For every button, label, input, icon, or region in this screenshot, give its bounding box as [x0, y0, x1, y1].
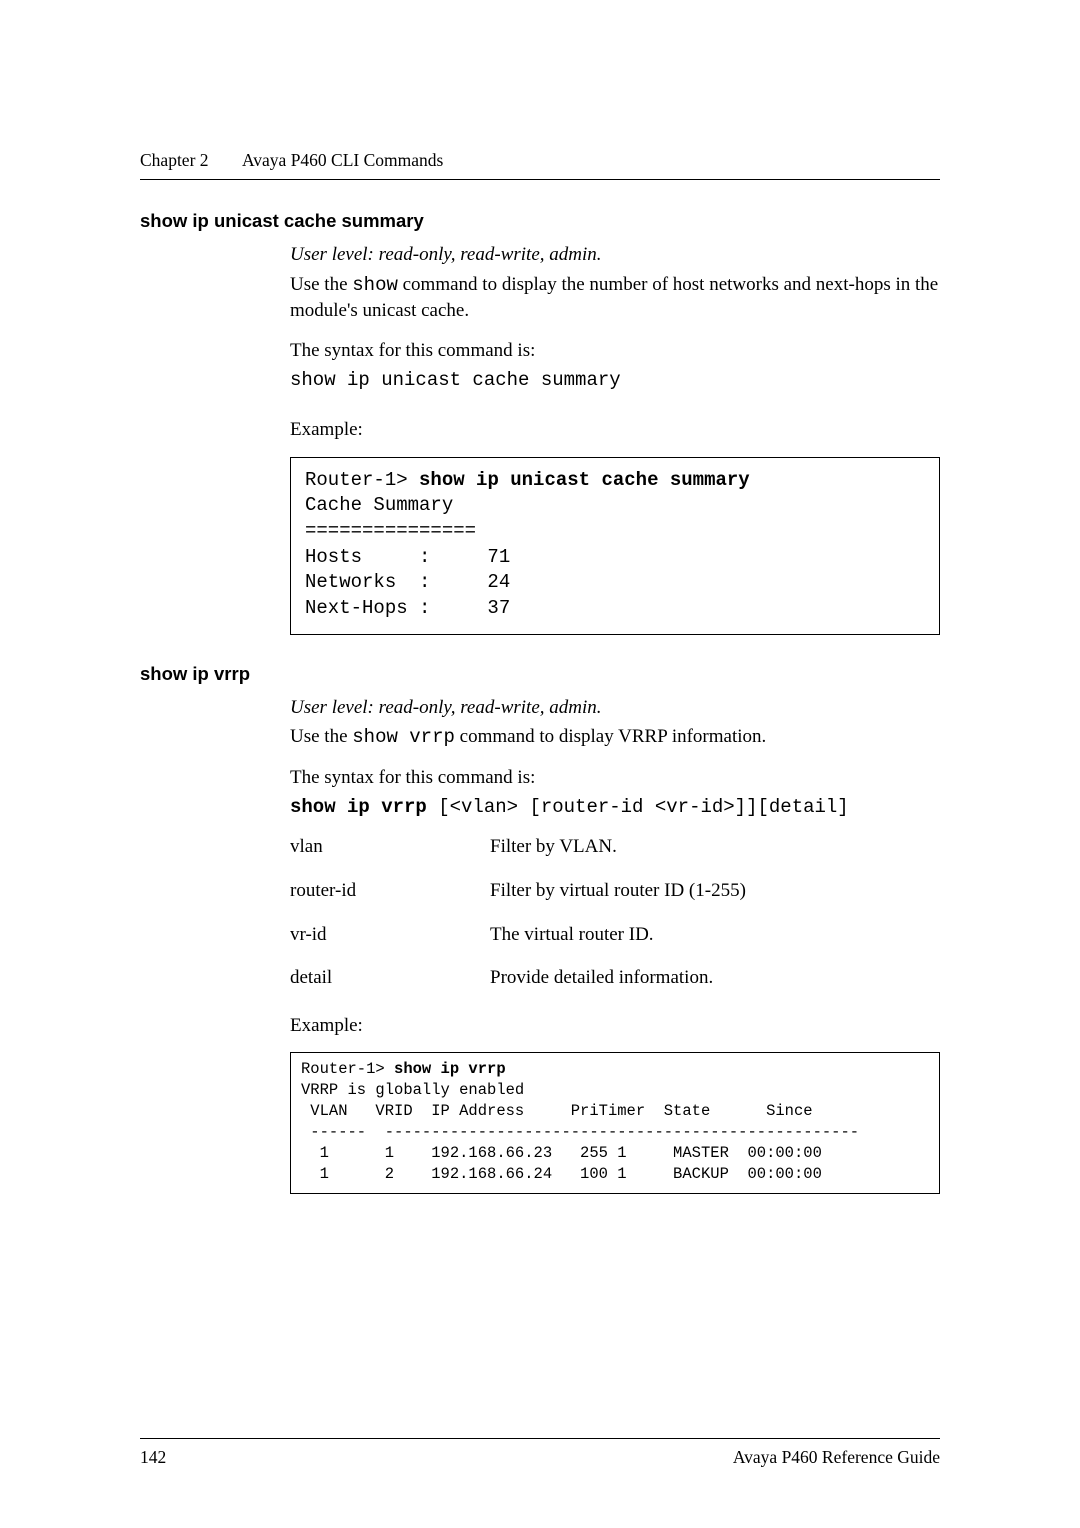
- def-term: vlan: [290, 834, 490, 860]
- section1-heading: show ip unicast cache summary: [140, 210, 940, 232]
- code2-l5: 1 1 192.168.66.23 255 1 MASTER 00:00:00: [301, 1144, 822, 1162]
- book-title: Avaya P460 Reference Guide: [733, 1447, 940, 1468]
- def-term: vr-id: [290, 922, 490, 948]
- section1-example-label: Example:: [290, 417, 940, 443]
- code-bold-cmd: show ip unicast cache summary: [419, 469, 750, 491]
- def-desc: The virtual router ID.: [490, 922, 940, 948]
- section2-example-label: Example:: [290, 1013, 940, 1039]
- page-number: 142: [140, 1447, 166, 1468]
- code-l4: Hosts : 71: [305, 546, 510, 568]
- page: Chapter 2 Avaya P460 CLI Commands show i…: [0, 0, 1080, 1528]
- param-definitions: vlan Filter by VLAN. router-id Filter by…: [290, 834, 940, 991]
- code-l5: Networks : 24: [305, 571, 510, 593]
- def-desc: Filter by VLAN.: [490, 834, 940, 860]
- def-desc: Filter by virtual router ID (1-255): [490, 878, 940, 904]
- code2-l3: VLAN VRID IP Address PriTimer State Sinc…: [301, 1102, 813, 1120]
- code-l2: Cache Summary: [305, 494, 453, 516]
- code-l6: Next-Hops : 37: [305, 597, 510, 619]
- section2-description: Use the show vrrp command to display VRR…: [290, 724, 940, 751]
- header-rule: [140, 179, 940, 180]
- chapter-header: Chapter 2 Avaya P460 CLI Commands: [140, 150, 940, 171]
- section1-user-level: User level: read-only, read-write, admin…: [290, 242, 940, 268]
- section2-user-level: User level: read-only, read-write, admin…: [290, 695, 940, 721]
- def-desc: Provide detailed information.: [490, 965, 940, 991]
- syntax-rest: [<vlan> [router-id <vr-id>]][detail]: [427, 796, 849, 818]
- section1-syntax-label: The syntax for this command is:: [290, 338, 940, 364]
- code2-bold-cmd: show ip vrrp: [394, 1060, 506, 1078]
- code2-l6: 1 2 192.168.66.24 100 1 BACKUP 00:00:00: [301, 1165, 822, 1183]
- desc2-mono: show vrrp: [352, 726, 455, 748]
- section1-code-block: Router-1> show ip unicast cache summary …: [290, 457, 940, 635]
- desc-prefix: Use the: [290, 274, 352, 295]
- desc2-prefix: Use the: [290, 726, 352, 747]
- code-prompt: Router-1>: [305, 469, 419, 491]
- section2-syntax-line: show ip vrrp [<vlan> [router-id <vr-id>]…: [290, 795, 940, 821]
- section1-description: Use the show command to display the numb…: [290, 272, 940, 324]
- desc-mono: show: [352, 274, 398, 296]
- def-term: detail: [290, 965, 490, 991]
- section2-body: User level: read-only, read-write, admin…: [290, 695, 940, 1194]
- section1-syntax-cmd: show ip unicast cache summary: [290, 368, 940, 394]
- desc2-suffix: command to display VRRP information.: [455, 726, 766, 747]
- page-footer: 142 Avaya P460 Reference Guide: [140, 1438, 940, 1468]
- section1-body: User level: read-only, read-write, admin…: [290, 242, 940, 635]
- code2-l4: ------ ---------------------------------…: [301, 1123, 859, 1141]
- code2-prompt: Router-1>: [301, 1060, 394, 1078]
- section2-heading: show ip vrrp: [140, 663, 940, 685]
- syntax-bold: show ip vrrp: [290, 796, 427, 818]
- chapter-title: Avaya P460 CLI Commands: [242, 150, 443, 170]
- code2-l2: VRRP is globally enabled: [301, 1081, 524, 1099]
- section2-code-block: Router-1> show ip vrrp VRRP is globally …: [290, 1052, 940, 1194]
- chapter-label: Chapter 2: [140, 150, 209, 170]
- code-l3: ===============: [305, 520, 476, 542]
- section2-syntax-label: The syntax for this command is:: [290, 765, 940, 791]
- def-term: router-id: [290, 878, 490, 904]
